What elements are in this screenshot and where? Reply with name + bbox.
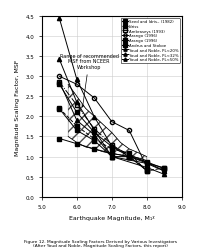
Seed and Idris., (1982) [58,138,60,140]
Idriss [58,108,60,110]
Youd and Noble, PL<32% [58,59,60,62]
Idriss [145,170,147,173]
Line: Youd and Noble, PL<32%: Youd and Noble, PL<32% [57,58,165,174]
Andrus and Stokoe [162,168,165,170]
Youd and Noble, PL<32% [75,102,78,104]
Y-axis label: Magnitude Scaling Factor, MSF: Magnitude Scaling Factor, MSF [15,59,20,155]
Andrus and Stokoe [127,156,130,158]
Youd and Noble, PL<20% [58,81,60,84]
Arango (1996) [75,130,78,132]
Line: Ambraseys (1993): Ambraseys (1993) [57,80,148,172]
Text: Figure 12. Magnitude Scaling Factors Derived by Various Investigators
(After You: Figure 12. Magnitude Scaling Factors Der… [24,239,176,248]
Youd and Noble, PL<20% [93,134,95,137]
Arango (1996) [145,170,147,172]
Youd and Noble, PL<20% [162,173,165,176]
Idriss [162,167,165,170]
Youd and Noble, PL<32% [110,156,112,158]
Youd and Noble, PL<50% [58,18,60,21]
Andrus and Stokoe [110,146,112,148]
Ambraseys (1993) [75,104,78,107]
Arango (1996) [145,166,147,168]
Youd and Noble, PL<20% [75,120,78,122]
Ambraseys (1993) [145,169,147,172]
Arango (1996) [127,156,130,158]
Seed and Idris., (1982) [110,152,112,155]
Idriss [110,148,112,151]
Seed and Idris., (1982) [93,148,95,151]
Youd and Noble, PL<20% [145,166,147,169]
Seed and Idris., (1982) [127,156,130,158]
Line: Andrus and Stokoe: Andrus and Stokoe [57,83,165,171]
Andrus and Stokoe [58,84,60,86]
X-axis label: Earthquake Magnitude, M₁ᵡ: Earthquake Magnitude, M₁ᵡ [69,215,154,220]
Arango (1996) [110,156,112,158]
Line: Youd and Noble, PL<50%: Youd and Noble, PL<50% [57,17,165,173]
Ambraseys (1993) [127,156,130,158]
Text: Range of recommended
MSF from NCEER
Workshop: Range of recommended MSF from NCEER Work… [59,54,118,108]
Arango (1996) [110,121,112,124]
Arango (1996) [93,97,95,100]
Youd and Noble, PL<50% [93,116,95,119]
Arango (1996) [75,84,78,86]
Ambraseys (1993) [58,81,60,84]
Youd and Noble, PL<50% [75,79,78,82]
Andrus and Stokoe [93,132,95,134]
Youd and Noble, PL<50% [162,170,165,172]
Idriss [75,125,78,128]
Andrus and Stokoe [145,161,147,164]
Line: Seed and Idris., (1982): Seed and Idris., (1982) [57,137,165,170]
Seed and Idris., (1982) [75,143,78,146]
Youd and Noble, PL<50% [110,145,112,148]
Youd and Noble, PL<32% [93,129,95,132]
Youd and Noble, PL<20% [110,156,112,158]
Seed and Idris., (1982) [145,162,147,165]
Andrus and Stokoe [75,112,78,114]
Arango (1996) [58,76,60,78]
Youd and Noble, PL<32% [162,170,165,173]
Arango (1996) [127,130,130,132]
Line: Arango (1996): Arango (1996) [57,107,148,173]
Line: Youd and Noble, PL<20%: Youd and Noble, PL<20% [57,80,165,177]
Line: Idriss: Idriss [57,107,165,174]
Seed and Idris., (1982) [162,167,165,170]
Idriss [127,152,130,155]
Idriss [93,138,95,141]
Arango (1996) [93,140,95,142]
Ambraseys (1993) [93,128,95,131]
Line: Arango (1996): Arango (1996) [57,75,148,169]
Arango (1996) [58,108,60,111]
Ambraseys (1993) [110,144,112,146]
Legend: Seed and Idris., (1982), Idriss, Ambraseys (1993), Arango (1996), Arango (1996),: Seed and Idris., (1982), Idriss, Ambrase… [120,19,179,63]
Youd and Noble, PL<32% [145,162,147,165]
